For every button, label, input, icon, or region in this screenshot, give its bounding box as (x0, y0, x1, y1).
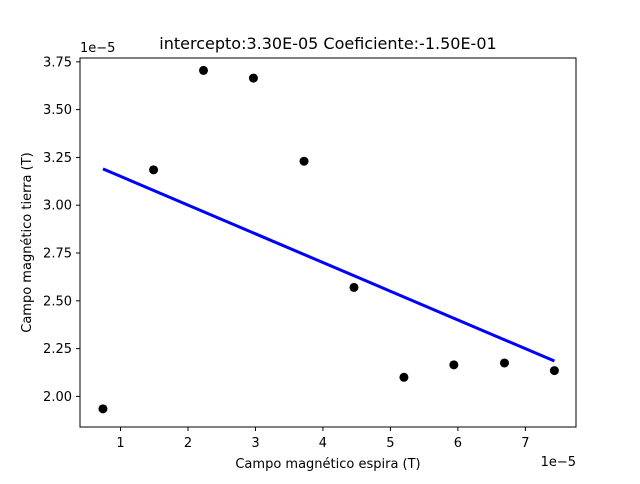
x-tick-label: 2 (184, 436, 192, 451)
regression-line (102, 167, 555, 363)
x-axis-label: Campo magnético espira (T) (235, 457, 420, 472)
data-point (449, 360, 459, 370)
data-point (349, 282, 359, 292)
x-tick-label: 6 (454, 436, 462, 451)
y-axis: 2.00 2.25 2.50 2.75 3.00 3.25 3.50 3.75 (43, 55, 80, 405)
y-offset-label: 1e−5 (80, 41, 115, 56)
x-offset-label: 1e−5 (541, 455, 576, 470)
y-tick-label: 2.50 (43, 294, 72, 309)
plot-frame (79, 57, 577, 428)
y-tick-label: 3.50 (43, 103, 72, 118)
data-point (499, 358, 509, 368)
y-tick-label: 3.75 (43, 55, 72, 70)
y-tick-label: 3.25 (43, 151, 72, 166)
x-tick-label: 4 (319, 436, 327, 451)
y-axis-label: Campo magnético tierra (T) (20, 152, 35, 332)
data-point (149, 165, 159, 175)
data-point (198, 65, 208, 75)
x-tick-label: 7 (521, 436, 529, 451)
x-axis: 1 2 3 4 5 6 7 (116, 427, 530, 451)
data-point (399, 372, 409, 382)
y-tick-label: 2.75 (43, 247, 72, 262)
x-tick-label: 3 (251, 436, 259, 451)
chart-title: intercepto:3.30E-05 Coeficiente:-1.50E-0… (159, 34, 496, 53)
data-point (549, 366, 559, 376)
y-tick-label: 2.00 (43, 390, 72, 405)
data-point (299, 156, 309, 166)
data-point (98, 404, 108, 414)
x-tick-label: 5 (386, 436, 394, 451)
y-tick-label: 3.00 (43, 199, 72, 214)
plot-area (98, 65, 559, 414)
data-point (248, 73, 258, 83)
x-tick-label: 1 (116, 436, 124, 451)
y-tick-label: 2.25 (43, 342, 72, 357)
